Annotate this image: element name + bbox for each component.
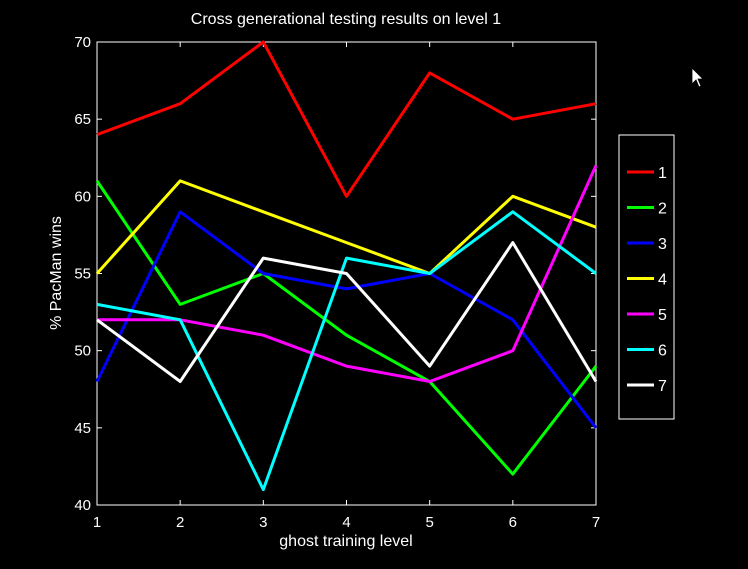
legend: 1 2 3 4 5 6 7 xyxy=(618,134,675,420)
x-axis-label: ghost training level xyxy=(279,533,412,550)
x-tick-label: 7 xyxy=(592,514,600,531)
legend-label-7: 7 xyxy=(658,378,667,395)
y-axis-label: % PacMan wins xyxy=(48,216,65,330)
x-tick-label: 2 xyxy=(176,514,184,531)
series-line-1 xyxy=(96,40,597,198)
legend-label-1: 1 xyxy=(658,165,667,182)
series-line-3 xyxy=(95,210,598,429)
series-line-4 xyxy=(95,179,597,275)
legend-label-4: 4 xyxy=(658,272,667,289)
x-tick-label: 1 xyxy=(93,514,101,531)
y-tick-label: 45 xyxy=(74,420,91,437)
legend-label-2: 2 xyxy=(658,201,667,218)
series-line-2 xyxy=(95,180,598,476)
y-tick-label: 50 xyxy=(74,343,91,360)
legend-label-6: 6 xyxy=(658,343,667,360)
y-tick-label: 65 xyxy=(74,111,91,128)
series-line-7 xyxy=(96,241,598,383)
legend-label-3: 3 xyxy=(658,236,667,253)
y-tick-label: 70 xyxy=(74,34,91,51)
y-tick-label: 55 xyxy=(74,266,91,283)
x-tick-label: 3 xyxy=(259,514,267,531)
chart-title: Cross generational testing results on le… xyxy=(191,11,501,28)
series-lines xyxy=(95,40,598,492)
y-tick-label: 60 xyxy=(74,188,91,205)
series-line-6 xyxy=(96,210,597,492)
mouse-cursor-icon xyxy=(691,67,704,88)
x-tick-label: 5 xyxy=(425,514,433,531)
legend-label-5: 5 xyxy=(658,307,667,324)
x-tick-label: 6 xyxy=(509,514,517,531)
x-tick-label: 4 xyxy=(342,514,350,531)
y-tick-label: 40 xyxy=(74,497,91,514)
